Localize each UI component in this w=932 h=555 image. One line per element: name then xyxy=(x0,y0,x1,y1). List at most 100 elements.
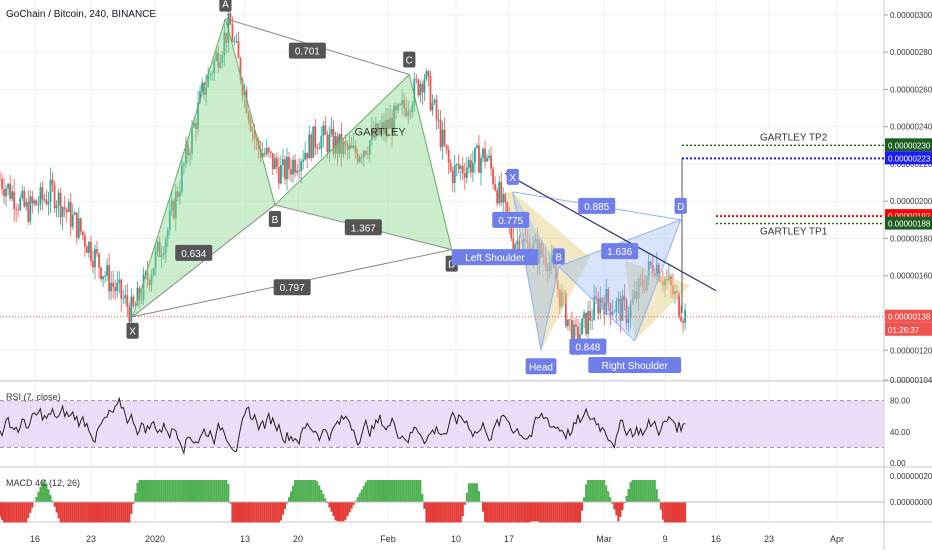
candle-body xyxy=(120,279,123,299)
macd-bar xyxy=(475,483,478,503)
macd-bar xyxy=(136,482,139,503)
macd-bar xyxy=(443,502,446,523)
macd-bar xyxy=(5,502,8,523)
candle-body xyxy=(575,324,577,327)
candle-body xyxy=(304,152,307,160)
macd-bar xyxy=(401,480,404,503)
macd-bar xyxy=(655,489,658,503)
macd-bar xyxy=(360,489,363,503)
pattern-leg xyxy=(558,266,636,342)
candle-body xyxy=(43,199,46,201)
candle-body xyxy=(237,41,240,59)
candle-body xyxy=(302,159,305,162)
point-b2-label: B xyxy=(552,248,565,265)
candle-body xyxy=(90,241,92,261)
candle-body xyxy=(405,107,408,116)
harmonic-patterns: X A B C D X B D Head Right Shoulder Left Shoulder 0… xyxy=(126,0,717,375)
gartley-label: GARTLEY xyxy=(355,127,407,139)
candle-body xyxy=(443,129,446,145)
macd-bar xyxy=(287,497,290,503)
macd-bar xyxy=(259,502,262,523)
macd-bar xyxy=(227,483,230,503)
candle-body xyxy=(316,147,319,149)
macd-bar xyxy=(585,484,588,503)
candle-body xyxy=(340,133,343,154)
macd-bar xyxy=(27,502,30,518)
candle-body xyxy=(193,122,195,127)
macd-bar xyxy=(217,480,220,503)
candle-body xyxy=(480,158,482,173)
macd-bar xyxy=(356,496,359,503)
macd-bar xyxy=(667,502,670,523)
macd-bar xyxy=(118,502,121,523)
macd-bar xyxy=(411,480,414,503)
candle-body xyxy=(447,149,450,163)
candle-body xyxy=(124,295,127,299)
candle-body xyxy=(195,122,197,129)
macd-bar xyxy=(469,483,472,503)
candle-body xyxy=(55,205,58,209)
point-a-label: A xyxy=(219,0,232,12)
candle-body xyxy=(288,156,290,170)
macd-bar xyxy=(334,502,337,521)
macd-bar xyxy=(41,481,44,503)
candle-body xyxy=(445,144,448,150)
candle-body xyxy=(459,166,462,169)
macd-bar xyxy=(21,502,24,523)
macd-bar xyxy=(500,502,503,523)
candle-body xyxy=(88,241,90,253)
candle-body xyxy=(110,282,113,292)
time-tick-label: 16 xyxy=(30,534,40,544)
candle-body xyxy=(461,166,464,174)
time-tick-label: 13 xyxy=(240,534,250,544)
macd-bar xyxy=(85,502,88,523)
candle-body xyxy=(41,187,44,200)
candle-body xyxy=(223,32,226,56)
candle-body xyxy=(310,134,313,158)
macd-bar xyxy=(237,502,240,523)
candle-body xyxy=(577,326,579,343)
point-b-label-bg xyxy=(268,210,282,227)
candle-body xyxy=(621,295,624,321)
macd-bar xyxy=(19,502,22,523)
candle-body xyxy=(425,71,428,80)
time-tick-label: Apr xyxy=(830,534,844,544)
macd-bar xyxy=(542,502,545,523)
time-tick-label: Mar xyxy=(596,534,612,544)
macd-bar xyxy=(560,502,563,523)
macd-bar xyxy=(11,502,14,523)
candle-body xyxy=(280,165,282,184)
macd-bar xyxy=(380,480,383,503)
candle-body xyxy=(441,129,444,147)
macd-bar xyxy=(130,502,133,514)
candle-body xyxy=(330,129,333,135)
candle-body xyxy=(59,192,62,218)
candle-body xyxy=(170,200,173,211)
candle-body xyxy=(362,150,365,158)
macd-bar xyxy=(59,502,62,523)
macd-bar xyxy=(518,502,521,523)
candle-body xyxy=(265,147,268,155)
point-d2-label-bg xyxy=(674,197,687,214)
macd-bar xyxy=(562,502,565,523)
candle-body xyxy=(595,296,598,299)
candle-body xyxy=(282,159,284,166)
macd-bar xyxy=(399,480,402,503)
right-shoulder-label: Right Shoulder xyxy=(588,356,682,373)
candle-body xyxy=(571,320,573,346)
macd-bar xyxy=(473,483,476,503)
xab-triangle xyxy=(132,18,275,317)
macd-bar xyxy=(61,502,64,523)
candle-body xyxy=(360,157,363,158)
macd-bar xyxy=(156,480,159,503)
macd-bar xyxy=(336,502,339,522)
candle-body xyxy=(51,179,54,185)
macd-bar xyxy=(265,502,268,523)
candle-body xyxy=(607,288,610,304)
ratio-label-bg xyxy=(344,219,382,236)
macd-bar xyxy=(393,480,396,503)
macd-bar xyxy=(447,502,450,523)
macd-bar xyxy=(3,502,6,523)
candle-body xyxy=(277,167,280,184)
